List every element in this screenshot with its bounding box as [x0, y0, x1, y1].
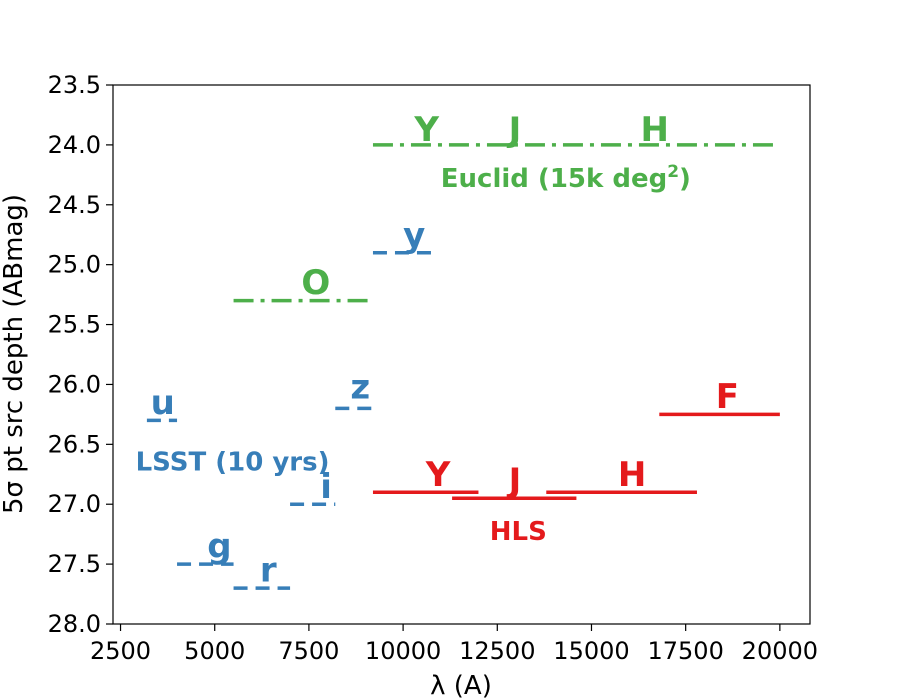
band-label-z: z	[350, 367, 370, 407]
band-label-h-hls: H	[618, 455, 646, 495]
y-tick-label-28: 28.0	[48, 610, 101, 638]
y-tick-label-26.5: 26.5	[48, 430, 101, 458]
x-tick-label-15000: 15000	[553, 637, 629, 665]
x-tick-label-20000: 20000	[742, 637, 818, 665]
x-tick-label-17500: 17500	[647, 637, 723, 665]
x-axis-label: λ (A)	[430, 671, 492, 700]
band-label-r: r	[260, 551, 277, 591]
y-tick-label-26: 26.0	[48, 370, 101, 398]
y-tick-label-27: 27.0	[48, 490, 101, 518]
x-tick-label-12500: 12500	[459, 637, 535, 665]
y-tick-label-23.5: 23.5	[48, 71, 101, 99]
band-label-f-hls: F	[716, 377, 739, 417]
band-label-y-lsst: y	[403, 215, 425, 255]
band-label-h-euclid: H	[640, 110, 668, 150]
y-tick-label-24: 24.0	[48, 131, 101, 159]
band-label-g: g	[207, 527, 231, 567]
band-label-o: O	[301, 263, 330, 303]
y-axis-label: 5σ pt src depth (ABmag)	[0, 194, 29, 514]
x-tick-label-7500: 7500	[278, 637, 339, 665]
x-tick-label-5000: 5000	[184, 637, 245, 665]
y-tick-label-27.5: 27.5	[48, 550, 101, 578]
band-label-j-hls: J	[507, 461, 522, 501]
band-label-i: i	[320, 467, 332, 507]
chart-marks	[146, 143, 780, 590]
chart-labels: u gr i z y O Y J H Y J H F LSST (10 yrs) HLS	[136, 110, 739, 591]
survey-label-lsst: LSST (10 yrs)	[136, 448, 330, 478]
survey-label-hls: HLS	[490, 517, 547, 547]
survey-label-euclid: Euclid (15k deg2)	[441, 162, 691, 194]
plot-frame	[112, 84, 811, 625]
chart-axes: 2500 5000 7500 10000 12500 15000 17500 20000 23.…	[48, 71, 818, 665]
band-label-j-euclid: J	[507, 110, 522, 150]
band-label-y-euclid: Y	[413, 110, 439, 150]
band-label-y-hls: Y	[425, 455, 451, 495]
band-label-u: u	[151, 383, 175, 423]
y-tick-label-25.5: 25.5	[48, 311, 101, 339]
y-tick-label-25: 25.0	[48, 251, 101, 279]
x-tick-label-10000: 10000	[365, 637, 441, 665]
y-tick-label-24.5: 24.5	[48, 191, 101, 219]
x-tick-label-2500: 2500	[90, 637, 151, 665]
